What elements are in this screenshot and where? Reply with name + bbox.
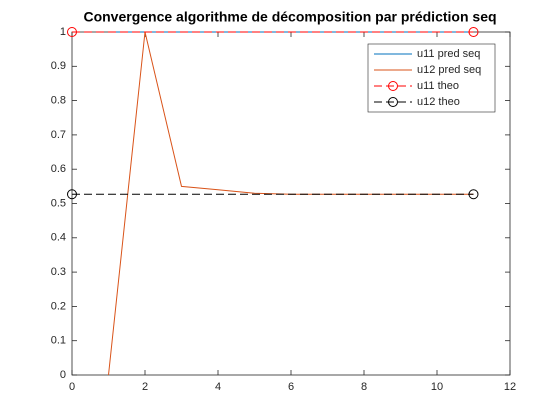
- y-tick-label: 0.3: [51, 266, 66, 278]
- chart-title: Convergence algorithme de décomposition …: [83, 9, 496, 25]
- legend-label: u12 pred seq: [417, 64, 481, 76]
- y-tick-label: 0.6: [51, 163, 66, 175]
- y-tick-label: 1: [60, 26, 66, 38]
- legend-label: u11 theo: [417, 80, 459, 92]
- x-tick-label: 4: [215, 381, 221, 393]
- x-tick-label: 8: [361, 381, 367, 393]
- marker: [468, 27, 479, 37]
- y-tick-label: 0.7: [51, 129, 66, 141]
- x-tick-label: 2: [142, 381, 148, 393]
- legend-marker: [388, 97, 398, 107]
- y-tick-label: 0.4: [51, 232, 66, 244]
- y-tick-label: 0.1: [51, 335, 66, 347]
- y-tick-label: 0: [60, 369, 66, 381]
- x-tick-label: 6: [288, 381, 294, 393]
- y-tick-label: 0.5: [51, 197, 66, 209]
- legend-box: [367, 43, 496, 113]
- y-tick-label: 0.8: [51, 95, 66, 107]
- x-tick-label: 12: [504, 381, 516, 393]
- legend-label: u11 pred seq: [417, 48, 480, 60]
- x-tick-label: 10: [431, 381, 443, 393]
- legend-marker: [388, 81, 398, 91]
- y-tick-label: 0.9: [51, 60, 66, 72]
- marker: [67, 27, 77, 37]
- marker: [67, 189, 77, 200]
- marker: [468, 189, 479, 200]
- legend-label: u12 theo: [417, 96, 460, 108]
- x-tick-label: 0: [69, 381, 75, 393]
- y-tick-label: 0.2: [51, 300, 66, 312]
